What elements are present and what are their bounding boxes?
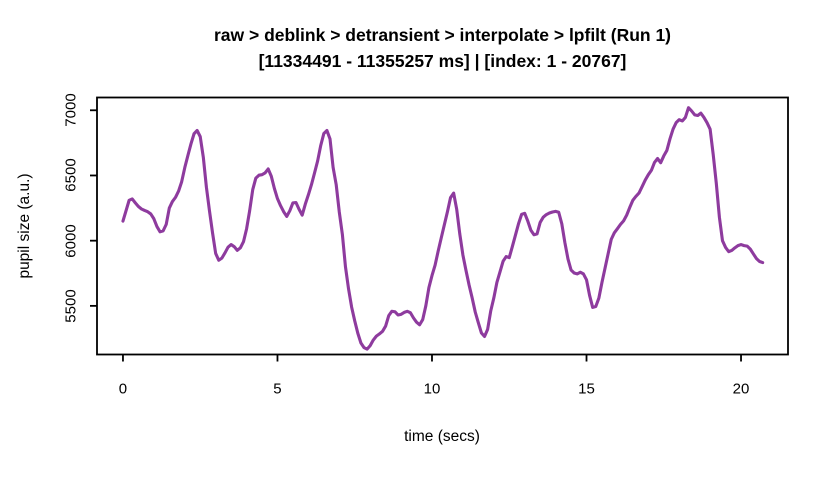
x-tick-label: 20	[732, 380, 750, 398]
x-tick-label: 10	[423, 380, 441, 398]
y-tick-label: 5500	[62, 289, 80, 323]
y-tick-label: 6500	[62, 158, 80, 193]
y-tick-label: 7000	[62, 93, 80, 127]
y-axis-label: pupil size (a.u.)	[16, 173, 33, 279]
x-tick-label: 15	[578, 380, 595, 398]
x-tick-label: 5	[273, 380, 282, 398]
chart-subtitle: [11334491 - 11355257 ms] | [index: 1 - 2…	[258, 51, 627, 71]
y-tick-label: 6000	[62, 223, 80, 258]
pupil-trace-line	[121, 106, 765, 351]
plot-frame	[96, 96, 789, 356]
x-axis-label: time (secs)	[404, 428, 480, 445]
x-tick-label: 0	[118, 380, 128, 398]
chart-title: raw > deblink > detransient > interpolat…	[213, 25, 672, 45]
chart-title-block: raw > deblink > detransient > interpolat…	[97, 22, 788, 74]
